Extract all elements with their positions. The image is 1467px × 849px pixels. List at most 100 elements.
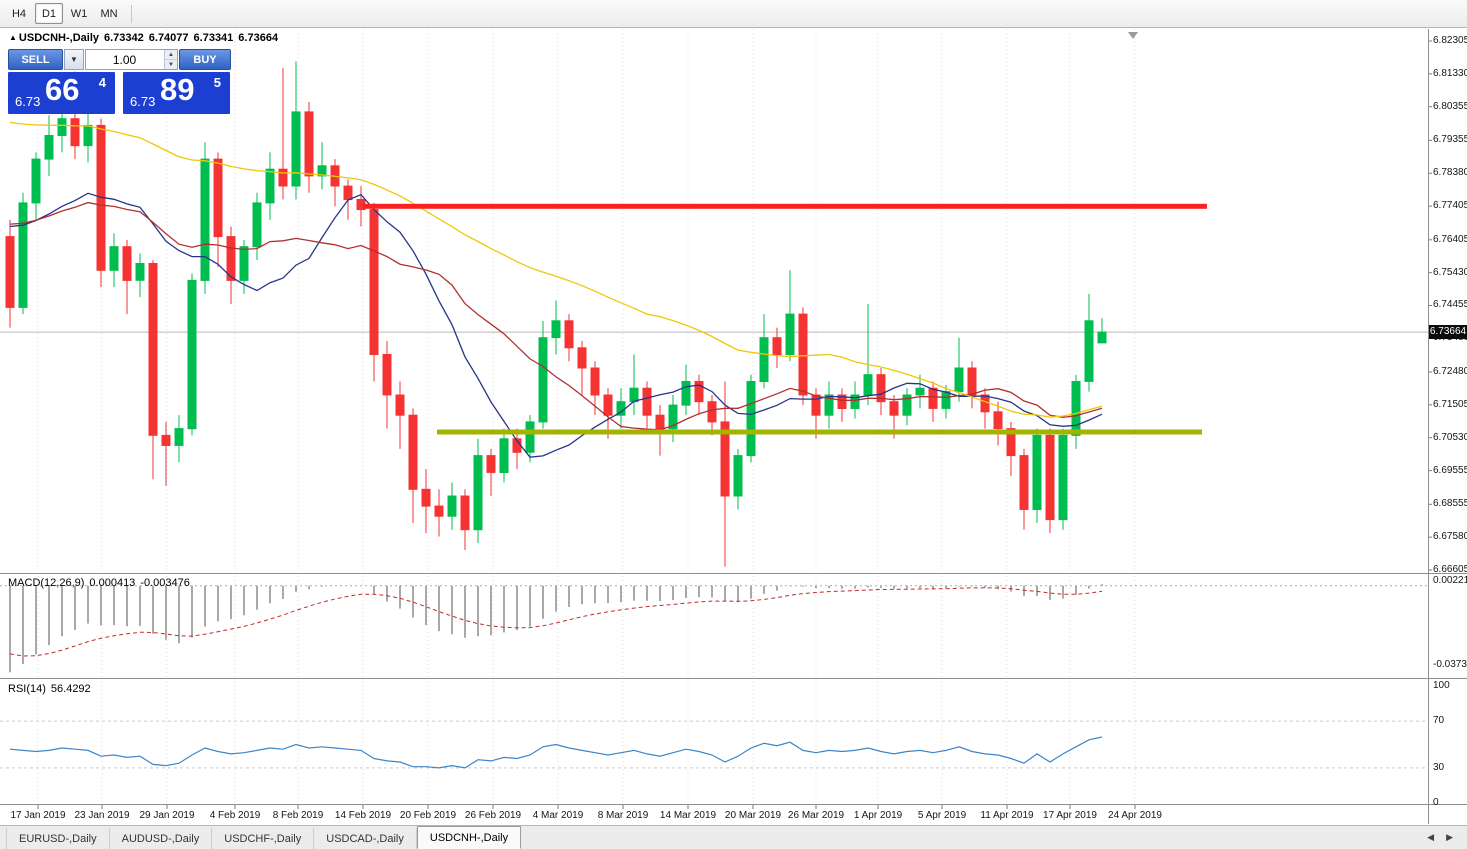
price-axis-label: 6.81330 [1433,67,1467,79]
timeframe-button-h4[interactable]: H4 [11,7,27,20]
chart-tab-audusd[interactable]: AUDUSD-,Daily [109,828,213,849]
volume-input[interactable] [86,50,177,69]
ohlc-open: 6.73342 [104,32,144,44]
tab-scroll-right-icon[interactable]: ▶ [1446,832,1453,842]
moving-average-13 [9,192,1103,458]
rsi-axis-label: 30 [1433,761,1445,773]
buy-price-fraction: 5 [213,75,221,90]
date-axis-label: 8 Feb 2019 [272,810,324,821]
chart-tabs-bar: EURUSD-,Daily AUDUSD-,Daily USDCHF-,Daily U… [0,825,1467,849]
buy-price-digits: 89 [160,72,195,107]
price-axis-label: 6.74455 [1433,299,1467,311]
price-axis-label: 6.71505 [1433,398,1467,410]
price-axis-label: 6.69555 [1433,464,1467,476]
sell-price-panel[interactable]: 6.73 66 4 [8,72,115,114]
date-axis-label: 17 Jan 2019 [10,810,66,821]
rsi-label: RSI(14) [8,683,46,695]
sell-price-fraction: 4 [98,75,106,90]
date-axis-label: 8 Mar 2019 [597,810,649,821]
tab-scroll-arrows: ◀ ▶ [1421,826,1467,849]
date-axis-label: 11 Apr 2019 [980,810,1034,821]
volume-dropdown-button[interactable]: ▼ [64,49,84,70]
resistance-line[interactable] [363,203,1207,209]
ohlc-close: 6.73664 [238,32,279,44]
rsi-line [9,736,1103,769]
macd-axis-max-label: 0.002212 [1433,575,1467,586]
date-axis-label: 20 Mar 2019 [724,810,782,821]
candles-layer [5,61,1107,567]
volume-field-wrap: ▲ ▼ [85,49,178,70]
spinner-up-icon[interactable]: ▲ [165,50,177,59]
rsi-axis-label: 100 [1433,680,1450,691]
date-axis-label: 20 Feb 2019 [399,810,457,821]
chart-shift-marker-icon[interactable] [1128,32,1138,39]
date-axis-label: 4 Feb 2019 [209,810,261,821]
price-axis-label: 6.72480 [1433,366,1467,378]
volume-spinner: ▲ ▼ [164,50,177,69]
buy-price-panel[interactable]: 6.73 89 5 [123,72,230,114]
tab-scroll-left-icon[interactable]: ◀ [1427,832,1435,842]
price-axis-label: 6.70530 [1433,431,1467,443]
rsi-value: 56.4292 [50,683,91,695]
buy-price-prefix: 6.73 [130,94,156,109]
price-axis-label: 6.79355 [1433,134,1467,146]
moving-average-50 [9,121,1103,418]
timeframe-toolbar: H4 D1 W1 MN [0,0,1467,28]
date-axis-label: 26 Feb 2019 [464,810,522,821]
price-axis-label: 6.66605 [1433,563,1467,575]
ohlc-high: 6.74077 [148,32,189,44]
chart-title: USDCNH-,Daily [18,32,99,44]
chart-tab-usdchf[interactable]: USDCHF-,Daily [212,828,315,849]
macd-signal-line [9,587,1103,657]
date-axis-label: 4 Mar 2019 [532,810,584,821]
rsi-axis-label: 70 [1433,715,1445,727]
chart-tab-usdcad[interactable]: USDCAD-,Daily [314,828,417,849]
date-axis-label: 5 Apr 2019 [917,810,967,821]
date-axis-label: 23 Jan 2019 [74,810,130,821]
price-axis-label: 6.75430 [1433,266,1467,278]
price-axis-label: 6.68555 [1433,498,1467,510]
sell-price-prefix: 6.73 [15,94,41,109]
price-axis-label: 6.76405 [1433,233,1467,245]
date-axis-label: 1 Apr 2019 [853,810,903,821]
date-axis-label: 29 Jan 2019 [139,810,195,821]
toolbar-separator [131,4,132,23]
spinner-down-icon[interactable]: ▼ [165,59,177,69]
ohlc-low: 6.73341 [193,32,234,44]
chart-tab-usdcnh[interactable]: USDCNH-,Daily [416,826,522,849]
macd-axis-min-label: -0.037368 [1433,658,1467,670]
symbol-marker-icon: ▲ [9,33,17,42]
chart-tabs: EURUSD-,Daily AUDUSD-,Daily USDCHF-,Daily U… [0,826,522,849]
sell-price-digits: 66 [45,72,80,107]
one-click-trading-panel: SELL ▼ ▲ ▼ BUY 6.73 66 4 6.73 89 5 [8,49,231,114]
price-axis-label: 6.78380 [1433,167,1467,179]
last-price-badge: 6.73664 [1429,325,1467,340]
chevron-down-icon: ▼ [70,55,78,64]
date-axis-label: 14 Mar 2019 [659,810,717,821]
chart-tab-eurusd[interactable]: EURUSD-,Daily [6,828,110,849]
date-axis-label: 14 Feb 2019 [334,810,392,821]
sell-button[interactable]: SELL [8,49,63,70]
macd-header: MACD(12,26,9) 0.000413 -0.003476 [8,577,195,589]
macd-label: MACD(12,26,9) [8,577,85,589]
price-axis-label: 6.77405 [1433,200,1467,212]
date-axis-label: 26 Mar 2019 [787,810,845,821]
moving-average-20 [9,201,1103,431]
price-axis-label: 6.80355 [1433,100,1467,112]
price-axis-label: 6.67580 [1433,531,1467,543]
timeframe-button-w1[interactable]: W1 [70,7,88,20]
buy-button[interactable]: BUY [179,49,231,70]
macd-signal-value: -0.003476 [140,577,190,589]
macd-value: 0.000413 [89,577,136,589]
date-axis-label: 17 Apr 2019 [1043,810,1097,821]
rsi-header: RSI(14) 56.4292 [8,683,96,695]
chart-ohlc-header: ▲ USDCNH-,Daily 6.73342 6.74077 6.73341 6.736… [9,32,283,44]
rsi-axis-label: 0 [1433,797,1439,808]
price-axis-label: 6.82305 [1433,35,1467,46]
date-axis-label: 24 Apr 2019 [1108,810,1162,821]
timeframe-button-mn[interactable]: MN [100,7,118,20]
support-line[interactable] [437,429,1202,435]
timeframe-button-d1[interactable]: D1 [35,3,63,24]
